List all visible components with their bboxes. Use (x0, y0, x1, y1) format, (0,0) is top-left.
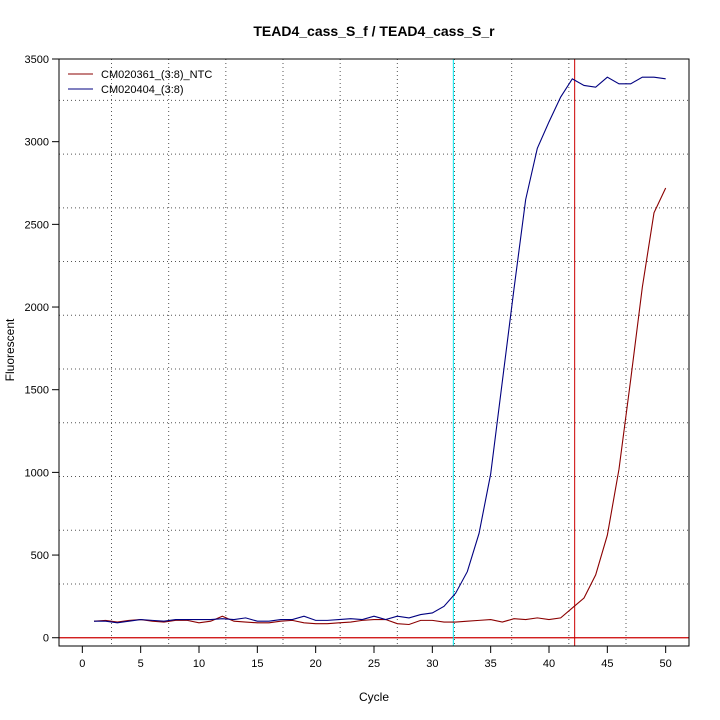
y-axis-label: Fluorescent (3, 318, 17, 381)
plot-frame (58, 58, 690, 647)
x-tick-label: 30 (426, 658, 438, 670)
y-axis: 0 500 1000 1500 2000 2500 3000 3500 (25, 54, 59, 645)
x-tick-label: 5 (138, 658, 144, 670)
x-tick-label: 15 (251, 658, 263, 670)
legend-label: CM020404_(3:8) (101, 84, 184, 96)
series-line (93, 187, 667, 626)
x-tick-label: 35 (485, 658, 497, 670)
chart-title: TEAD4_cass_S_f / TEAD4_cass_S_r (253, 23, 495, 39)
x-axis-label: Cycle (359, 690, 389, 704)
x-axis: 0 5 10 15 20 25 30 35 40 45 50 (79, 645, 672, 670)
x-tick-label: 0 (79, 658, 85, 670)
y-tick-label: 2000 (25, 302, 49, 314)
legend-label: CM020361_(3:8)_NTC (101, 69, 212, 81)
y-tick-label: 3000 (25, 137, 49, 149)
y-tick-label: 1500 (25, 385, 49, 397)
x-tick-label: 25 (368, 658, 380, 670)
x-tick-label: 10 (193, 658, 205, 670)
series-lines (93, 76, 667, 626)
legend: CM020361_(3:8)_NTC CM020404_(3:8) (68, 69, 212, 96)
y-tick-label: 1000 (25, 467, 49, 479)
y-tick-label: 500 (31, 550, 49, 562)
grid (59, 59, 689, 646)
x-tick-label: 20 (310, 658, 322, 670)
x-tick-label: 40 (543, 658, 555, 670)
y-tick-label: 2500 (25, 219, 49, 231)
y-tick-label: 0 (43, 633, 49, 645)
series-line (94, 76, 666, 624)
x-tick-label: 45 (601, 658, 613, 670)
reference-lines (59, 59, 689, 646)
x-tick-label: 50 (660, 658, 672, 670)
y-tick-label: 3500 (25, 54, 49, 66)
